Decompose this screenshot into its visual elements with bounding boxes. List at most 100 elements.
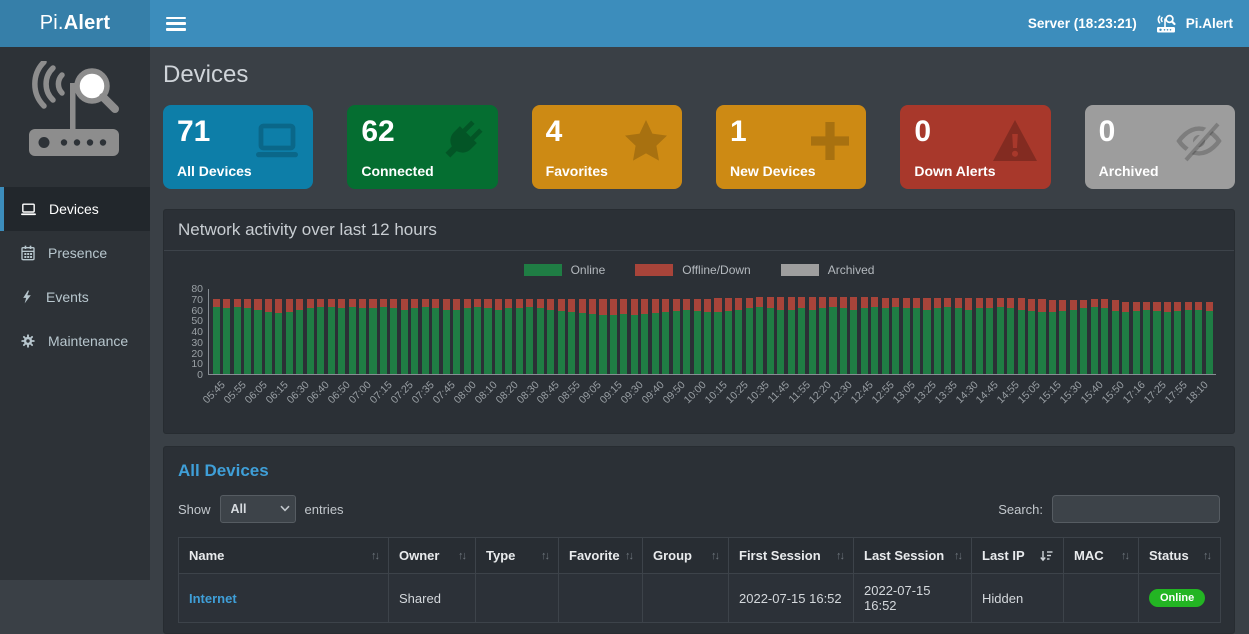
chart-bar: 11:45 <box>766 289 792 406</box>
y-axis-tick: 10 <box>191 358 203 371</box>
y-axis-tick: 0 <box>197 369 203 381</box>
star-icon <box>624 120 667 161</box>
chart-bar <box>347 289 357 374</box>
card-favorites[interactable]: 4 Favorites <box>531 105 682 189</box>
gear-icon <box>21 334 35 348</box>
card-archived[interactable]: 0 Archived <box>1084 105 1235 189</box>
chart-bar: 15:15 <box>1037 289 1064 406</box>
card-new-devices[interactable]: 1 New Devices <box>715 105 867 189</box>
cell-last-ip: Hidden <box>971 573 1064 623</box>
chart-bar <box>577 289 587 374</box>
column-header-name[interactable]: Name ↑↓ <box>178 537 389 574</box>
chart-bar <box>953 289 963 374</box>
sidebar-menu: Devices Presence Events Maintenance <box>0 187 150 363</box>
column-header-last-ip[interactable]: Last IP <box>971 537 1064 574</box>
x-axis-label: 07:45 <box>430 379 458 407</box>
sidebar-item-events[interactable]: Events <box>0 275 150 319</box>
chart-bar: 09:05 <box>577 289 604 406</box>
chart-bar: 14:45 <box>974 289 1001 406</box>
y-axis-tick: 80 <box>191 283 203 295</box>
cell-type <box>475 573 559 623</box>
card-down-alerts[interactable]: 0 Down Alerts <box>900 105 1051 189</box>
card-all-devices[interactable]: 71 All Devices <box>163 105 314 189</box>
chart-bar: 08:30 <box>514 289 541 406</box>
column-header-owner[interactable]: Owner ↑↓ <box>388 537 476 574</box>
chart-bar <box>828 289 838 374</box>
y-axis: 0 10 20 30 40 50 60 70 80 <box>178 283 208 381</box>
page-title: Devices <box>163 61 249 88</box>
device-name-link[interactable]: Internet <box>189 590 237 606</box>
sort-icon: ↑↓ <box>371 549 380 562</box>
chart-bar: 09:50 <box>661 289 688 406</box>
y-axis-tick: 20 <box>191 347 203 360</box>
all-devices-title: All Devices <box>178 461 269 480</box>
y-axis-tick: 30 <box>191 336 203 349</box>
x-axis-label: 13:35 <box>932 379 960 407</box>
brand-prefix: Pi. <box>39 12 64 34</box>
column-header-mac[interactable]: MAC ↑↓ <box>1063 537 1139 574</box>
chart-bar: 11:55 <box>787 289 813 406</box>
chart-bar: 17:55 <box>1162 289 1189 406</box>
x-axis-label: 08:10 <box>472 379 500 407</box>
chart-bar <box>911 289 921 374</box>
column-header-status[interactable]: Status ↑↓ <box>1138 537 1221 574</box>
chart-bar <box>870 289 880 374</box>
x-axis-label: 10:25 <box>723 379 751 407</box>
sort-icon: ↑↓ <box>541 549 550 562</box>
sidebar: Devices Presence Events Maintenance <box>0 47 150 580</box>
column-header-type[interactable]: Type ↑↓ <box>475 537 559 574</box>
laptop-icon <box>21 202 36 215</box>
chart-bar: 07:45 <box>431 289 458 406</box>
y-axis-tick: 60 <box>191 304 203 317</box>
x-axis-label: 08:00 <box>451 379 479 407</box>
x-axis-label: 09:50 <box>660 379 688 407</box>
chart-bar <box>368 289 378 374</box>
topbar-brand-link[interactable]: Pi.Alert <box>1155 14 1233 34</box>
chart-bar: 08:00 <box>452 289 479 406</box>
devices-table: Name ↑↓ Owner ↑↓ Type ↑↓ Favorite ↑↓ Group ↑↓… <box>178 537 1221 623</box>
sidebar-item-label: Presence <box>48 245 108 261</box>
chart-bar: 18:10 <box>1183 289 1210 406</box>
main-content: Devices 71 All Devices 62 Connected 4 Fa… <box>150 47 1249 634</box>
column-header-first-session[interactable]: First Session ↑↓ <box>728 537 854 574</box>
chart-bar: 13:25 <box>911 289 939 406</box>
x-axis-label: 15:50 <box>1099 379 1127 407</box>
sidebar-item-maintenance[interactable]: Maintenance <box>0 319 150 363</box>
column-header-group[interactable]: Group ↑↓ <box>642 537 729 574</box>
router-magnifier-logo-icon <box>29 61 119 156</box>
x-axis-label: 08:30 <box>514 379 542 407</box>
page-size-select[interactable]: All <box>219 495 296 523</box>
card-connected[interactable]: 62 Connected <box>347 105 498 189</box>
chart-bar: 05:55 <box>222 289 249 406</box>
column-header-last-session[interactable]: Last Session ↑↓ <box>853 537 972 574</box>
sidebar-item-presence[interactable]: Presence <box>0 231 150 275</box>
search-input[interactable] <box>1052 495 1220 523</box>
menu-toggle-button[interactable] <box>166 16 186 31</box>
table-controls: Show All entries Search: <box>178 495 1220 523</box>
chart-bar <box>514 289 524 374</box>
x-axis-label: 18:10 <box>1183 379 1211 407</box>
column-header-favorite[interactable]: Favorite ↑↓ <box>558 537 643 574</box>
chart-bar <box>1162 289 1172 374</box>
cell-first-session: 2022-07-15 16:52 <box>728 573 854 623</box>
cell-mac <box>1063 573 1139 623</box>
x-axis-label: 17:25 <box>1141 379 1169 407</box>
chart-bar <box>932 289 942 374</box>
chart-bar: 15:50 <box>1100 289 1127 406</box>
brand-logo[interactable]: Pi. Alert <box>0 0 150 47</box>
chart-bar: 14:55 <box>995 289 1022 406</box>
bolt-icon <box>23 290 31 304</box>
chart-bar <box>535 289 545 374</box>
sidebar-item-devices[interactable]: Devices <box>0 187 150 231</box>
chart-bar: 15:30 <box>1058 289 1085 406</box>
chart-bar <box>640 289 650 374</box>
x-axis-label: 07:15 <box>367 379 395 407</box>
all-devices-panel: All Devices Show All entries Search: <box>163 446 1235 634</box>
legend-item: Online <box>523 263 605 277</box>
x-axis-label: 06:40 <box>305 379 333 407</box>
chart-bar <box>702 289 712 374</box>
chart-bar <box>431 289 441 374</box>
chart-bar <box>221 289 231 374</box>
y-axis-tick: 50 <box>191 315 203 328</box>
sort-amount-asc-icon <box>1040 550 1053 561</box>
